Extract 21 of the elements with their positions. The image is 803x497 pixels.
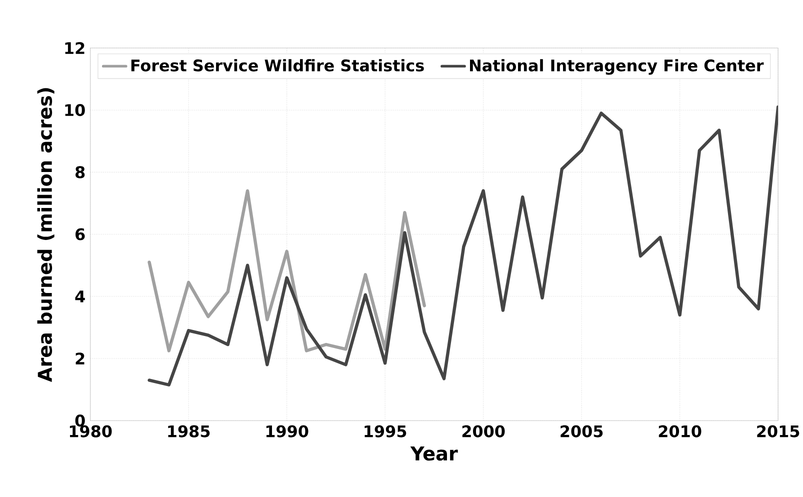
y-axis-title: Area burned (million acres) [37, 88, 54, 382]
legend-label: National Interagency Fire Center [470, 59, 764, 75]
x-axis-title: Year [410, 446, 458, 461]
x-tick-label: 2010 [658, 426, 702, 438]
x-tick-label: 2000 [462, 426, 505, 438]
legend-label: Forest Service Wildfire Statistics [131, 59, 424, 72]
x-tick-label: 2015 [757, 426, 800, 438]
line-series [148, 106, 778, 387]
y-tick-label: 8 [76, 166, 85, 178]
x-tick-label: 1990 [266, 426, 308, 438]
y-tick-label: 10 [65, 104, 85, 116]
y-tick-label: 6 [76, 228, 85, 241]
x-tick-label: 1985 [168, 426, 210, 438]
y-tick-label: 12 [65, 42, 84, 54]
y-tick-label: 2 [76, 352, 84, 365]
y-tick-label: 0 [75, 414, 85, 427]
x-tick-label: 1980 [70, 426, 112, 438]
line-series [148, 189, 426, 353]
x-tick-label: 1995 [364, 426, 406, 438]
x-tick-label: 2005 [560, 426, 603, 438]
y-tick-label: 4 [75, 290, 85, 302]
